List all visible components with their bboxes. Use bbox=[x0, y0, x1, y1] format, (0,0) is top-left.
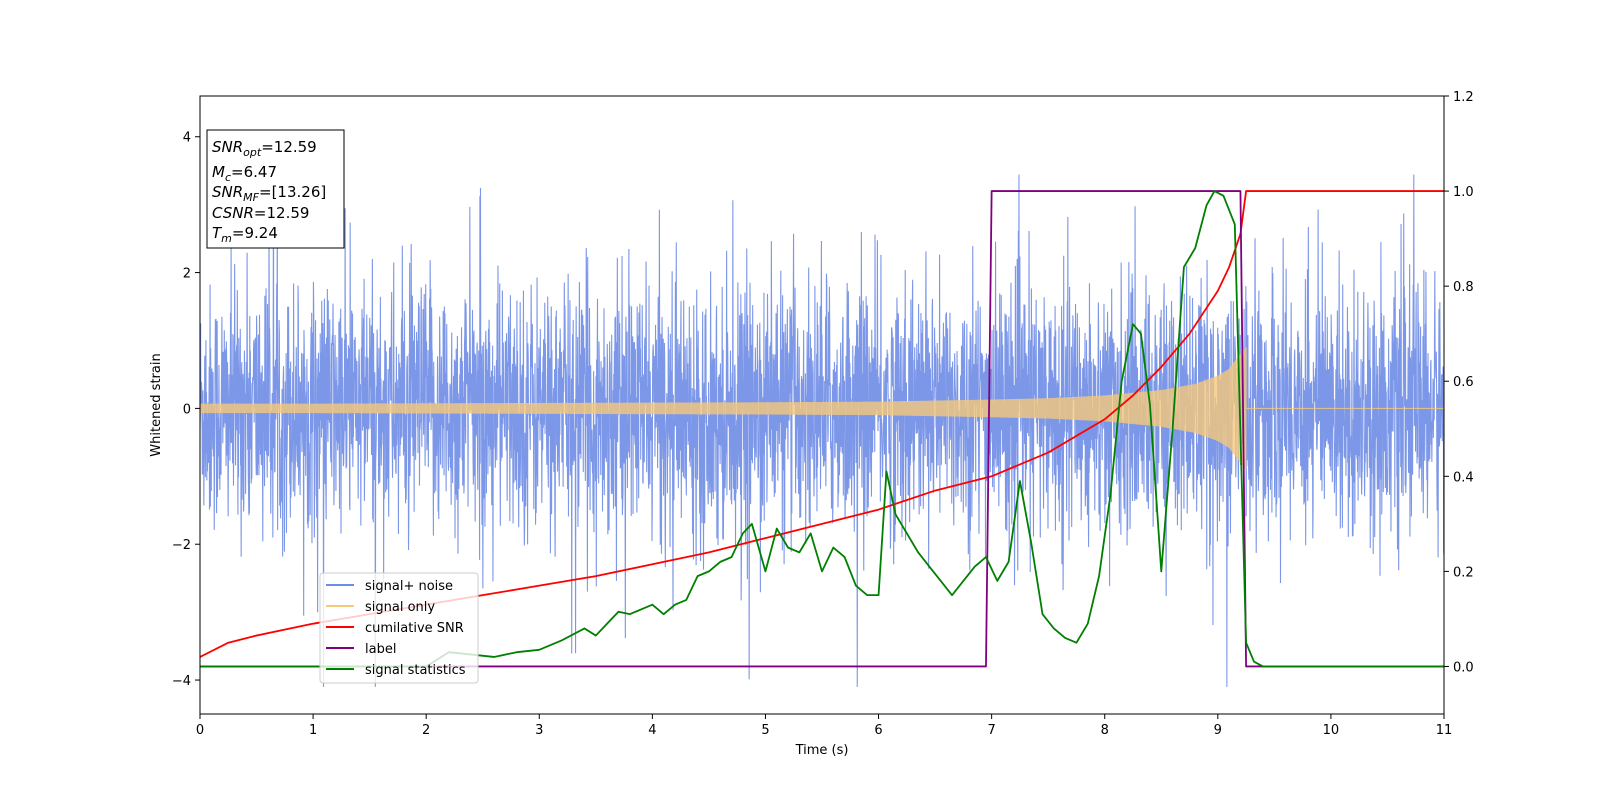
y-tick-label-left: −4 bbox=[172, 674, 191, 689]
info-box: SNRopt=12.59 Mc=6.47 SNRMF=[13.26] CSNR=… bbox=[206, 129, 345, 249]
legend-label-cumilative-snr: cumilative SNR bbox=[365, 621, 464, 636]
x-tick-label: 0 bbox=[196, 723, 204, 738]
y-tick-label-left: 0 bbox=[183, 402, 191, 417]
x-tick-label: 7 bbox=[987, 723, 995, 738]
x-tick-label: 4 bbox=[648, 723, 656, 738]
x-tick-label: 1 bbox=[309, 723, 317, 738]
y-tick-label-right: 1.0 bbox=[1453, 185, 1474, 200]
series-line-signal-statistics bbox=[200, 190, 1444, 668]
x-tick-label: 8 bbox=[1101, 723, 1109, 738]
x-tick-label: 6 bbox=[874, 723, 882, 738]
info-tm: Tm=9.24 bbox=[212, 224, 278, 245]
info-snr-mf: SNRMF=[13.26] bbox=[212, 183, 326, 204]
x-tick-label: 2 bbox=[422, 723, 430, 738]
ticks-layer: 0 1 2 3 4 5 6 7 8 9 10 11 −4 −2 0 2 4 0.0 0.2 0.4 0.6 0.8 1.0 1… bbox=[172, 90, 1474, 738]
y-tick-label-right: 0.4 bbox=[1453, 470, 1474, 485]
info-mc: Mc=6.47 bbox=[212, 163, 277, 184]
x-tick-label: 10 bbox=[1323, 723, 1340, 738]
axes-frame bbox=[199, 95, 1445, 715]
y-tick-label-right: 1.2 bbox=[1453, 90, 1474, 105]
legend-label-signal-noise: signal+ noise bbox=[365, 579, 453, 594]
legend-label-signal-statistics: signal statistics bbox=[365, 663, 466, 678]
legend-frame bbox=[319, 572, 479, 684]
y-tick-label-left: −2 bbox=[172, 538, 191, 553]
y-axis-label-left: Whitened strain bbox=[149, 353, 164, 456]
x-tick-label: 3 bbox=[535, 723, 543, 738]
info-csnr: CSNR=12.59 bbox=[212, 204, 309, 222]
info-box-frame bbox=[206, 129, 345, 249]
x-tick-label: 5 bbox=[761, 723, 769, 738]
y-tick-label-left: 4 bbox=[183, 131, 191, 146]
y-tick-label-left: 2 bbox=[183, 267, 191, 282]
x-tick-label: 9 bbox=[1214, 723, 1222, 738]
series-line-signal-only bbox=[200, 347, 1444, 470]
x-tick-label: 11 bbox=[1436, 723, 1453, 738]
y-tick-label-right: 0.8 bbox=[1453, 280, 1474, 295]
x-axis-label: Time (s) bbox=[795, 743, 849, 758]
info-snr-opt: SNRopt=12.59 bbox=[212, 138, 317, 159]
y-tick-label-right: 0.2 bbox=[1453, 565, 1474, 580]
legend: signal+ noise signal only cumilative SNR la… bbox=[319, 572, 479, 684]
legend-label-label: label bbox=[365, 642, 396, 657]
legend-label-signal-only: signal only bbox=[365, 600, 435, 615]
y-tick-label-right: 0.0 bbox=[1453, 660, 1474, 675]
y-tick-label-right: 0.6 bbox=[1453, 375, 1474, 390]
